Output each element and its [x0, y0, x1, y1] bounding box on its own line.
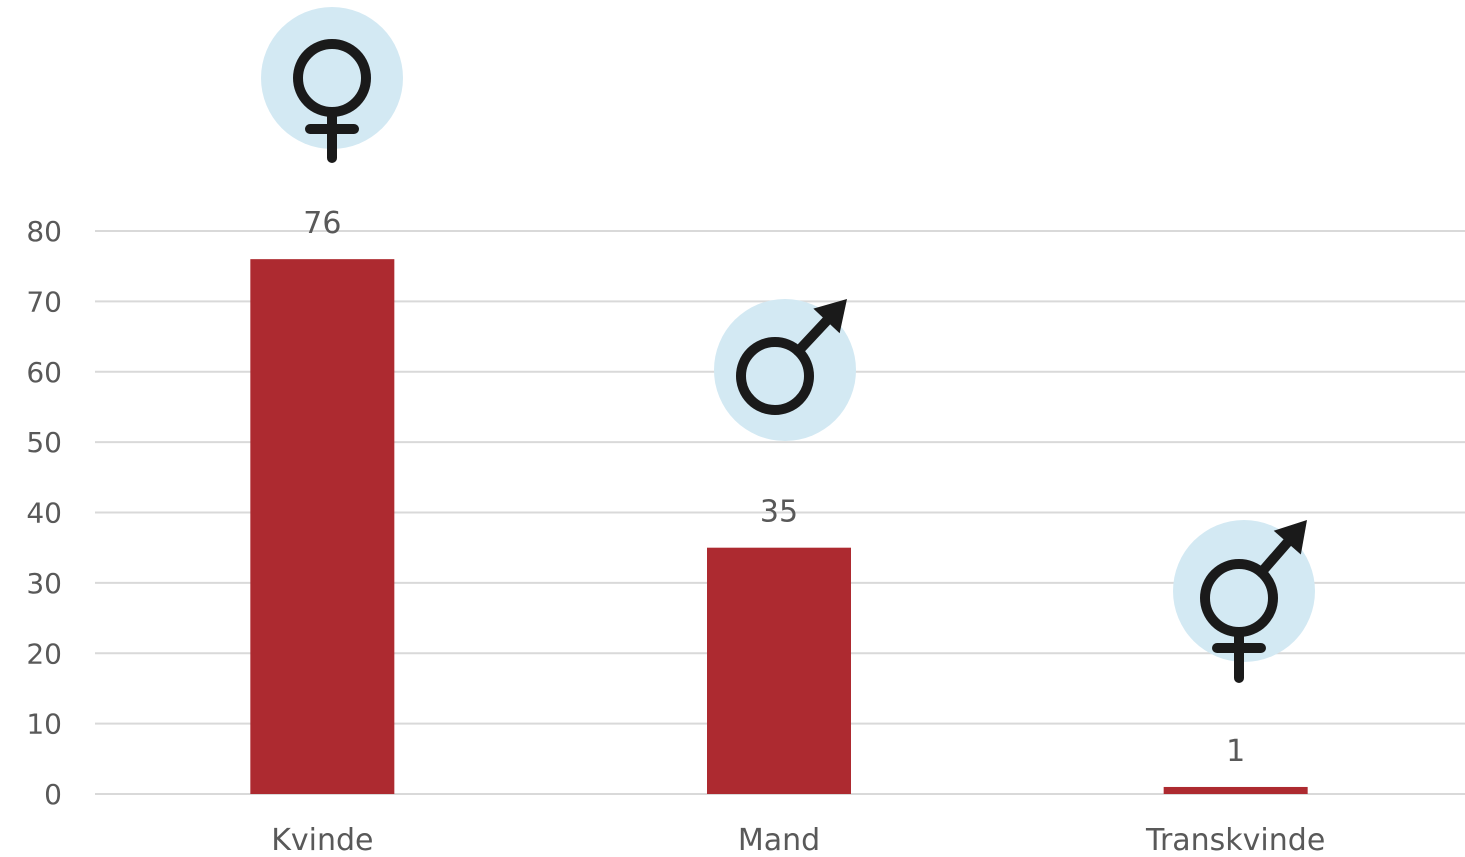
icon-background-circle [261, 7, 403, 149]
bar-mand [707, 547, 851, 794]
y-tick-label-30: 30 [26, 567, 62, 600]
y-tick-label-10: 10 [26, 708, 62, 741]
y-tick-label-50: 50 [26, 426, 62, 459]
category-label-kvinde: Kvinde [271, 823, 373, 857]
data-label-mand: 35 [760, 495, 798, 530]
y-tick-label-40: 40 [26, 497, 62, 530]
category-label-transkvinde: Transkvinde [1145, 823, 1325, 857]
category-labels: Kvinde Mand Transkvinde [271, 823, 1325, 857]
data-label-kvinde: 76 [303, 206, 341, 241]
bar-transkvinde [1163, 786, 1308, 794]
y-axis-tick-labels: 0 10 20 30 40 50 60 70 80 [26, 215, 62, 811]
transgender-symbol-icon [1173, 520, 1315, 683]
bar-kvinde [250, 259, 395, 794]
y-tick-label-0: 0 [44, 778, 62, 811]
data-label-transkvinde: 1 [1226, 734, 1245, 769]
female-symbol-icon [261, 7, 403, 163]
y-tick-label-70: 70 [26, 285, 62, 318]
y-tick-label-60: 60 [26, 356, 62, 389]
category-label-mand: Mand [738, 823, 820, 857]
data-labels: 76 35 1 [303, 206, 1245, 769]
y-tick-label-20: 20 [26, 637, 62, 670]
gender-icons [261, 7, 1315, 683]
male-symbol-icon [714, 299, 856, 441]
y-tick-label-80: 80 [26, 215, 62, 248]
bars [250, 259, 1308, 794]
